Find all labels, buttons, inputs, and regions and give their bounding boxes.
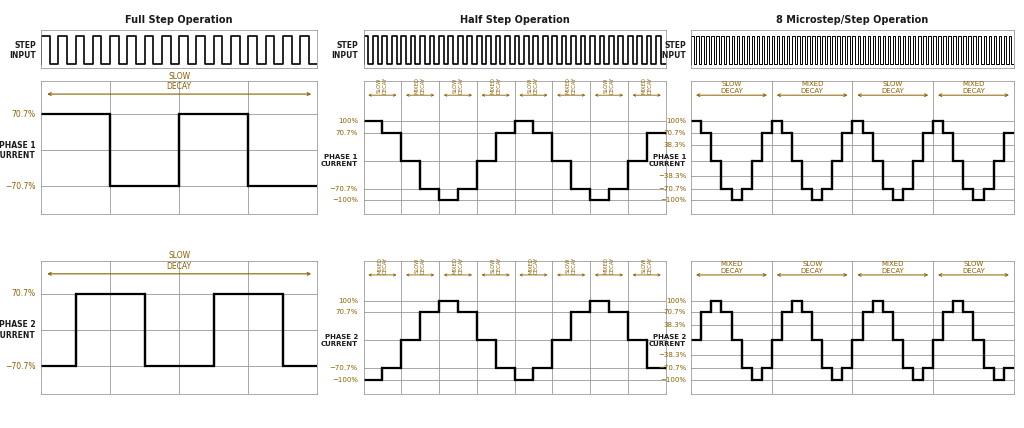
- Text: SLOW
DECAY: SLOW DECAY: [453, 77, 463, 94]
- Text: SLOW
DECAY: SLOW DECAY: [167, 71, 191, 91]
- Text: −100%: −100%: [660, 197, 686, 203]
- Text: SLOW
DECAY: SLOW DECAY: [167, 251, 191, 271]
- Text: −70.7%: −70.7%: [5, 182, 36, 191]
- Text: 70.7%: 70.7%: [336, 130, 357, 136]
- Text: PHASE 2
CURRENT: PHASE 2 CURRENT: [0, 320, 36, 340]
- Text: 70.7%: 70.7%: [11, 110, 36, 119]
- Text: 100%: 100%: [338, 298, 357, 304]
- Text: SLOW
DECAY: SLOW DECAY: [882, 81, 904, 94]
- Text: SLOW
DECAY: SLOW DECAY: [603, 77, 614, 94]
- Text: 100%: 100%: [666, 118, 686, 124]
- Text: −100%: −100%: [332, 377, 357, 383]
- Text: −70.7%: −70.7%: [330, 185, 357, 192]
- Text: 38.3%: 38.3%: [664, 322, 686, 328]
- Text: −70.7%: −70.7%: [657, 365, 686, 372]
- Text: STEP
INPUT: STEP INPUT: [9, 41, 36, 60]
- Text: MIXED
DECAY: MIXED DECAY: [962, 81, 985, 94]
- Text: MIXED
DECAY: MIXED DECAY: [801, 81, 823, 94]
- Text: SLOW
DECAY: SLOW DECAY: [566, 256, 577, 274]
- Text: SLOW
DECAY: SLOW DECAY: [377, 77, 388, 94]
- Text: MIXED
DECAY: MIXED DECAY: [377, 256, 388, 274]
- Text: MIXED
DECAY: MIXED DECAY: [415, 77, 426, 94]
- Text: 70.7%: 70.7%: [664, 309, 686, 315]
- Text: SLOW
DECAY: SLOW DECAY: [415, 256, 426, 274]
- Text: SLOW
DECAY: SLOW DECAY: [490, 256, 501, 274]
- Text: PHASE 2
CURRENT: PHASE 2 CURRENT: [649, 334, 686, 347]
- Text: MIXED
DECAY: MIXED DECAY: [566, 77, 577, 94]
- Text: MIXED
DECAY: MIXED DECAY: [641, 77, 652, 94]
- Text: MIXED
DECAY: MIXED DECAY: [528, 256, 539, 274]
- Text: −100%: −100%: [660, 377, 686, 383]
- Text: PHASE 1
CURRENT: PHASE 1 CURRENT: [321, 154, 357, 167]
- Text: SLOW
DECAY: SLOW DECAY: [720, 81, 743, 94]
- Text: 8 Microstep/Step Operation: 8 Microstep/Step Operation: [776, 15, 929, 25]
- Text: −70.7%: −70.7%: [657, 185, 686, 192]
- Text: SLOW
DECAY: SLOW DECAY: [528, 77, 539, 94]
- Text: Half Step Operation: Half Step Operation: [460, 15, 569, 25]
- Text: −100%: −100%: [332, 197, 357, 203]
- Text: PHASE 1
CURRENT: PHASE 1 CURRENT: [649, 154, 686, 167]
- Text: 70.7%: 70.7%: [664, 130, 686, 136]
- Text: −70.7%: −70.7%: [330, 365, 357, 372]
- Text: SLOW
DECAY: SLOW DECAY: [641, 256, 652, 274]
- Text: SLOW
DECAY: SLOW DECAY: [801, 261, 823, 274]
- Text: STEP
INPUT: STEP INPUT: [331, 41, 357, 60]
- Text: MIXED
DECAY: MIXED DECAY: [453, 256, 463, 274]
- Text: 100%: 100%: [666, 298, 686, 304]
- Text: PHASE 2
CURRENT: PHASE 2 CURRENT: [321, 334, 357, 347]
- Text: MIXED
DECAY: MIXED DECAY: [720, 261, 743, 274]
- Text: Full Step Operation: Full Step Operation: [126, 15, 232, 25]
- Text: SLOW
DECAY: SLOW DECAY: [962, 261, 985, 274]
- Text: MIXED
DECAY: MIXED DECAY: [882, 261, 904, 274]
- Text: STEP
INPUT: STEP INPUT: [659, 41, 686, 60]
- Text: PHASE 1
CURRENT: PHASE 1 CURRENT: [0, 140, 36, 160]
- Text: 70.7%: 70.7%: [336, 309, 357, 315]
- Text: 100%: 100%: [338, 118, 357, 124]
- Text: −70.7%: −70.7%: [5, 362, 36, 371]
- Text: 70.7%: 70.7%: [11, 289, 36, 298]
- Text: −38.3%: −38.3%: [657, 173, 686, 179]
- Text: −38.3%: −38.3%: [657, 353, 686, 359]
- Text: MIXED
DECAY: MIXED DECAY: [490, 77, 501, 94]
- Text: MIXED
DECAY: MIXED DECAY: [603, 256, 614, 274]
- Text: 38.3%: 38.3%: [664, 143, 686, 149]
